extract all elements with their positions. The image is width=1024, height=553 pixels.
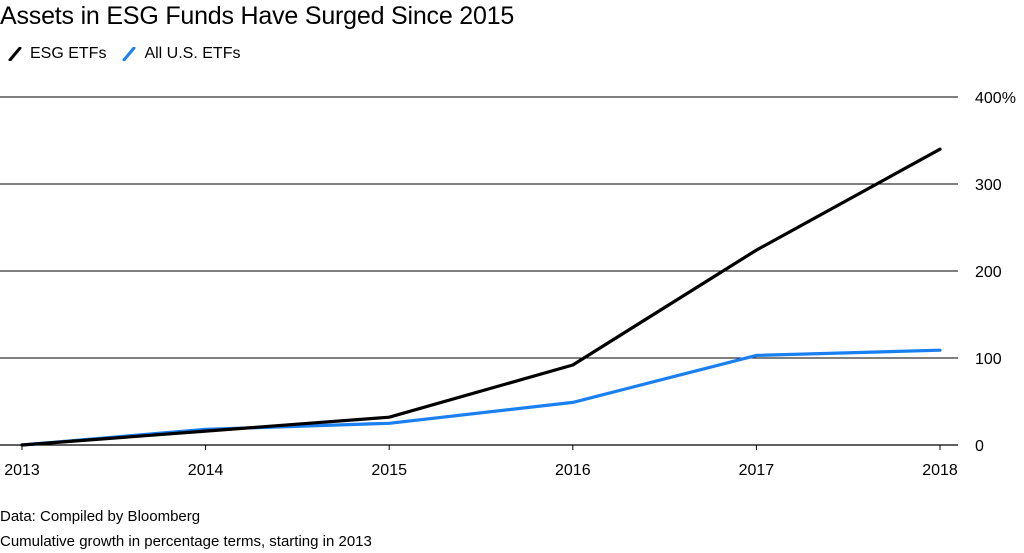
line-chart: 0 100 200 300 400% 2013 2014 2015 2016 2017 2018 xyxy=(0,90,1016,479)
legend-item-esg: ESG ETFs xyxy=(8,45,106,63)
y-tick-label: 300 xyxy=(975,177,1002,194)
x-tick-label: 2016 xyxy=(555,462,591,479)
legend-label-all-us: All U.S. ETFs xyxy=(144,45,241,62)
x-tick-label: 2014 xyxy=(188,462,224,479)
x-tick-label: 2015 xyxy=(371,462,407,479)
legend-label-esg: ESG ETFs xyxy=(30,45,107,62)
legend-item-all-us: All U.S. ETFs xyxy=(122,45,240,63)
legend: ESG ETFs All U.S. ETFs xyxy=(8,45,256,63)
x-tick-label: 2018 xyxy=(922,462,958,479)
y-tick-label: 200 xyxy=(975,264,1002,281)
y-tick-label: 100 xyxy=(975,351,1002,368)
description-note: Cumulative growth in percentage terms, s… xyxy=(0,533,372,550)
legend-swatch-esg xyxy=(8,47,22,61)
series-line-all-us-etfs xyxy=(20,348,942,447)
source-note: Data: Compiled by Bloomberg xyxy=(0,508,201,525)
x-tick-label: 2017 xyxy=(739,462,775,479)
chart-title: Assets in ESG Funds Have Surged Since 20… xyxy=(0,2,515,30)
x-tick-label: 2013 xyxy=(4,462,40,479)
y-tick-label: 400% xyxy=(975,90,1016,107)
series-line-esg-etfs xyxy=(20,147,942,447)
legend-swatch-all-us xyxy=(122,47,136,61)
y-tick-label: 0 xyxy=(975,438,984,455)
